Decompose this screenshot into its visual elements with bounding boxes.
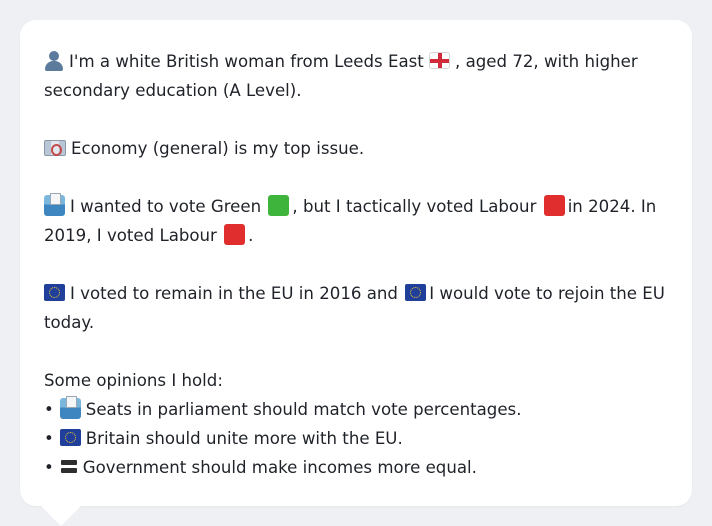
money-icon: [44, 140, 66, 156]
vote-text-1: I wanted to vote Green: [70, 197, 262, 216]
identity-text-continued: , aged 72, with higher secondary educati…: [44, 52, 638, 100]
top-issue-line: Economy (general) is my top issue.: [44, 134, 668, 163]
opinion-item: • Seats in parliament should match vote p…: [44, 395, 668, 424]
ballot-box-icon: [44, 193, 65, 216]
vote-text-4: .: [248, 226, 254, 245]
vote-text-3: in 2024. In 2019, I voted Labour: [44, 197, 657, 245]
opinion-text: Seats in parliament should match vote pe…: [85, 400, 522, 419]
red-square-icon: [224, 224, 246, 245]
england-flag-icon: [429, 52, 451, 69]
bullet: •: [44, 400, 54, 419]
identity-text: I'm a white British woman from Leeds Eas…: [69, 52, 424, 71]
opinions-heading: Some opinions I hold:: [44, 371, 223, 390]
vote-line: I wanted to vote Green , but I tacticall…: [44, 192, 668, 250]
eu-text-1: I voted to remain in the EU in 2016 and: [70, 284, 398, 303]
opinion-item: • Government should make incomes more equ…: [44, 453, 668, 482]
bullet: •: [44, 458, 54, 477]
speech-bubble-pointer: [40, 505, 82, 526]
equals-icon: [60, 456, 78, 477]
identity-line: I'm a white British woman from Leeds Eas…: [44, 47, 668, 105]
eu-line: I voted to remain in the EU in 2016 and …: [44, 279, 668, 337]
ballot-box-icon: [59, 396, 81, 419]
vote-text-2: , but I tactically voted Labour: [292, 197, 537, 216]
opinion-text: Government should make incomes more equa…: [82, 458, 477, 477]
opinion-text: Britain should unite more with the EU.: [85, 429, 403, 448]
eu-flag-icon: [405, 284, 427, 301]
bullet: •: [44, 429, 54, 448]
eu-flag-icon: [44, 284, 65, 301]
opinions-list: • Seats in parliament should match vote p…: [44, 395, 668, 482]
green-square-icon: [268, 195, 290, 216]
person-icon: [44, 50, 64, 71]
red-square-icon: [543, 195, 565, 216]
eu-text-2: I would vote to rejoin the EU today.: [44, 284, 665, 332]
opinion-item: • Britain should unite more with the EU.: [44, 424, 668, 453]
eu-flag-icon: [59, 429, 81, 446]
top-issue-text: Economy (general) is my top issue.: [71, 139, 365, 158]
profile-card: I'm a white British woman from Leeds Eas…: [20, 20, 692, 506]
